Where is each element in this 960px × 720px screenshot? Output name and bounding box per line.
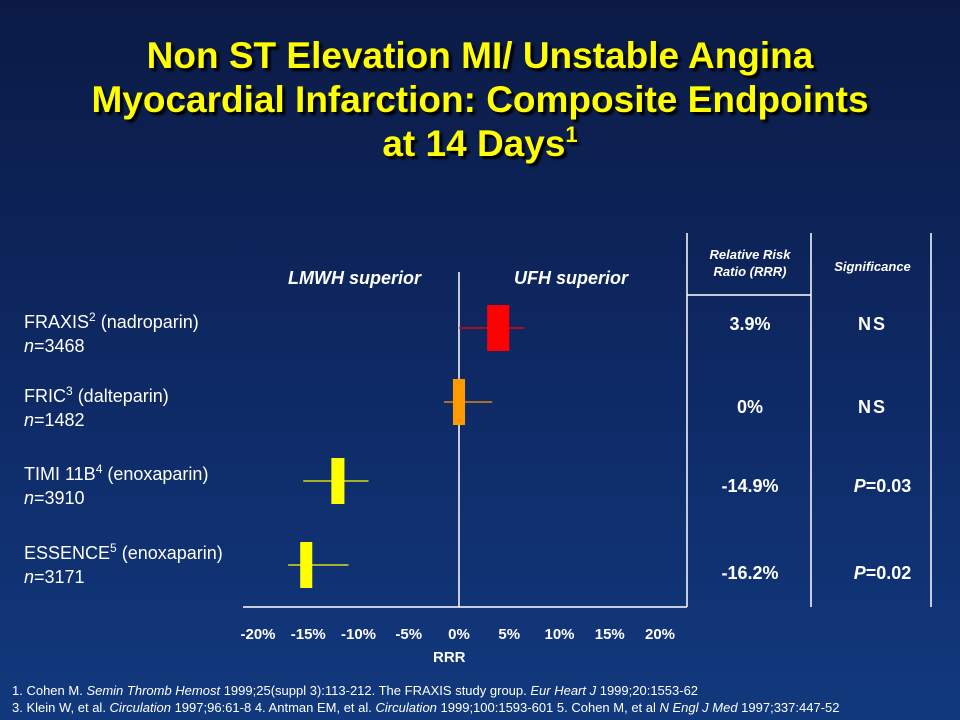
- lmwh-superior-label: LMWH superior: [288, 268, 421, 288]
- significance-timi: P=0.03: [853, 476, 912, 496]
- rrr-value-fraxis: 3.9%: [729, 314, 771, 334]
- title-footnote-ref: 1: [565, 122, 578, 147]
- x-tick-label: -20%: [240, 626, 275, 643]
- rrr-value-timi: -14.9%: [721, 476, 779, 496]
- trial-marker-essence: [288, 542, 349, 588]
- x-tick-label: 0%: [448, 626, 470, 643]
- significance-fric: NS: [857, 397, 887, 417]
- slide-title: Non ST Elevation MI/ Unstable Angina Myo…: [0, 34, 960, 166]
- ufh-superior-label: UFH superior: [514, 268, 629, 288]
- trial-marker-fraxis: [459, 305, 525, 351]
- footnote-line-2: 3. Klein W, et al. Circulation 1997;96:6…: [12, 700, 840, 715]
- footnote-line-1: 1. Cohen M. Semin Thromb Hemost 1999;25(…: [12, 683, 699, 698]
- trial-box: [331, 458, 345, 504]
- trial-label-fraxis: FRAXIS2 (nadroparin) n=3468: [24, 310, 199, 356]
- rrr-value-essence: -16.2%: [721, 563, 779, 583]
- x-tick-label: 20%: [645, 626, 675, 643]
- x-axis-title: RRR: [433, 649, 466, 666]
- rrr-value-fric: 0%: [736, 397, 763, 417]
- trial-marker-fric: [443, 379, 493, 425]
- x-tick-label: 10%: [544, 626, 574, 643]
- significance-fraxis: NS: [857, 314, 887, 334]
- rrr-column-header: Relative Risk Ratio (RRR): [709, 247, 791, 279]
- trial-box: [300, 542, 313, 588]
- trial-marker-timi-11b: [303, 458, 369, 504]
- x-tick-label: -10%: [341, 626, 376, 643]
- title-line-3: at 14 Days1: [382, 122, 578, 164]
- trial-label-fric: FRIC3 (dalteparin) n=1482: [24, 384, 169, 430]
- x-tick-label: -5%: [395, 626, 422, 643]
- title-line-2: Myocardial Infarction: Composite Endpoin…: [91, 79, 869, 120]
- trial-box: [452, 379, 466, 425]
- significance-column-header: Significance: [834, 259, 911, 274]
- trial-box: [487, 305, 510, 351]
- significance-essence: P=0.02: [853, 563, 912, 583]
- x-tick-label: 15%: [595, 626, 625, 643]
- results-table-border: [686, 233, 932, 607]
- x-tick-label: 5%: [498, 626, 520, 643]
- x-tick-label: -15%: [291, 626, 326, 643]
- trial-label-timi: TIMI 11B4 (enoxaparin) n=3910: [24, 462, 209, 508]
- title-line-1: Non ST Elevation MI/ Unstable Angina: [146, 35, 814, 76]
- trial-label-essence: ESSENCE5 (enoxaparin) n=3171: [24, 541, 223, 587]
